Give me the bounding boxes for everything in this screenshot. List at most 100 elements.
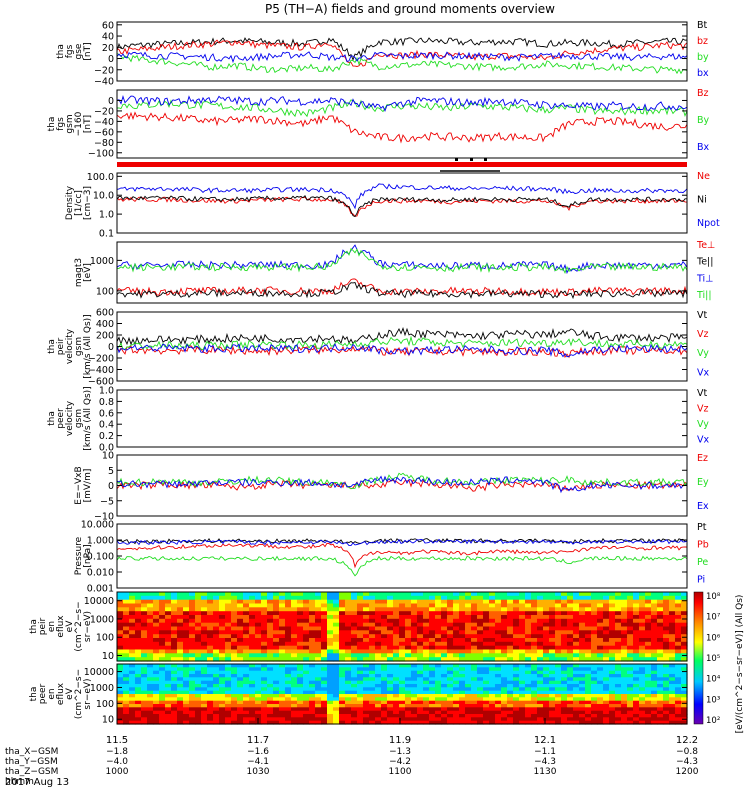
spectrogram-cell [675,704,682,708]
spectrogram-cell [669,603,676,608]
spectrogram-cell [531,645,538,651]
spectrogram-cell [153,653,160,658]
spectrogram-cell [543,690,550,695]
spectrogram-cell [189,710,196,715]
spectrogram-cell [171,694,178,698]
spectrogram-cell [501,694,508,698]
spectrogram-cell [513,694,520,698]
spectrogram-cell [159,674,166,678]
spectrogram-cell [387,618,394,624]
spectrogram-cell [159,611,166,616]
spectrogram-cell [633,657,640,662]
spectrogram-cell [135,667,142,672]
spectrogram-cell [303,697,310,702]
spectrogram-cell [669,670,676,675]
spectrogram-cell [327,618,334,624]
spectrogram-cell [165,674,172,678]
spectrogram-cell [459,684,466,688]
spectrogram-cell [363,626,370,631]
spectrogram-cell [225,680,232,685]
spectrogram-cell [525,603,532,608]
spectrogram-cell [153,615,160,620]
spectrogram-cell [597,634,604,639]
spectrogram-cell [195,684,202,688]
spectrogram-cell [297,670,304,675]
y-tick-label: 600 [96,308,114,319]
spectrogram-cell [501,622,508,628]
spectrogram-cell [327,638,334,643]
spectrogram-cell [561,677,568,682]
spectrogram-cell [363,690,370,695]
spectrogram-cell [207,603,214,608]
spectrogram-cell [543,680,550,685]
spectrogram-cell [477,690,484,695]
spectrogram-cell [591,653,598,658]
spectrogram-cell [279,622,286,628]
spectrogram-cell [675,622,682,628]
spectrogram-cell [669,657,676,662]
spectrogram-cell [495,638,502,643]
spectrogram-cell [519,714,526,718]
legend-Vy: Vy [697,348,709,359]
spectrogram-cell [531,599,538,605]
spectrogram-cell [471,687,478,692]
spectrogram-cell [453,599,460,605]
spectrogram-cell [357,615,364,620]
spectrogram-cell [195,592,202,597]
spectrogram-cell [321,638,328,643]
spectrogram-cell [489,714,496,718]
spectrogram-cell [219,674,226,678]
spectrogram-cell [261,717,268,722]
spectrogram-cell [285,670,292,675]
y-tick-label: 0.1 [99,229,114,240]
spectrogram-cell [207,714,214,718]
spectrogram-cell [153,677,160,682]
spectrogram-cell [237,677,244,682]
spectrogram-cell [519,634,526,639]
spectrogram-cell [429,607,436,612]
spectrogram-cell [543,667,550,672]
spectrogram-cell [579,720,586,725]
y-tick-label: 100.0 [87,172,114,183]
spectrogram-cell [297,603,304,608]
spectrogram-cell [237,653,244,658]
spectrogram-cell [225,630,232,635]
spectrogram-cell [261,630,268,635]
spectrogram-cell [141,630,148,635]
spectrogram-cell [441,687,448,692]
spectrogram-cell [183,634,190,639]
spectrogram-cell [441,670,448,675]
spectrogram-cell [255,680,262,685]
spectrogram-cell [621,710,628,715]
spectrogram-cell [381,595,388,601]
spectrogram-cell [165,707,172,712]
spectrogram-cell [297,657,304,662]
spectrogram-cell [507,714,514,718]
spectrogram-cell [315,603,322,608]
spectrogram-cell [561,603,568,608]
spectrogram-cell [465,690,472,695]
y-axis-label-line: gse [74,43,84,59]
spectrogram-cell [333,720,340,725]
spectrogram-cell [369,630,376,635]
series-line-Te|| [116,281,688,300]
series-line-Ti⊥ [116,244,688,275]
spectrogram-cell [207,667,214,672]
spectrogram-cell [681,714,688,718]
spectrogram-cell [159,645,166,651]
spectrogram-cell [117,595,124,601]
spectrogram-cell [603,700,610,705]
spectrogram-cell [519,717,526,722]
spectrogram-cell [291,649,298,654]
spectrogram-cell [567,714,574,718]
spectrogram-cell [225,634,232,639]
spectrogram-cell [447,710,454,715]
spectrogram-cell [207,595,214,601]
spectrogram-cell [417,634,424,639]
spectrogram-cell [609,649,616,654]
spectrogram-cell [579,697,586,702]
spectrogram-cell [471,595,478,601]
spectrogram-cell [459,653,466,658]
spectrogram-cell [489,667,496,672]
